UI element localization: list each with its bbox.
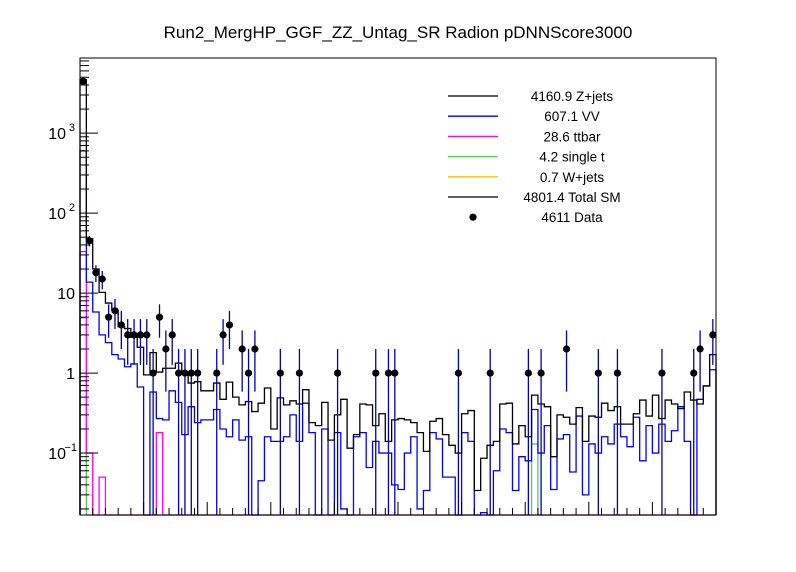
data-point [111, 307, 119, 315]
data-point [276, 369, 284, 377]
data-point [333, 369, 342, 377]
data-point [98, 275, 106, 283]
y-tick-exponent: −1 [64, 442, 77, 454]
plot-frame [79, 57, 717, 516]
data-point [105, 313, 113, 321]
data-point [454, 369, 463, 377]
legend-label: 0.7 W+jets [540, 170, 604, 185]
legend-label: 4801.4 Total SM [523, 190, 620, 205]
y-tick-exponent: 3 [69, 122, 75, 134]
data-point [149, 369, 157, 377]
y-tick-label: 10 [57, 286, 75, 303]
y-tick-label: 1 [66, 366, 75, 383]
data-point [486, 369, 494, 377]
data-point [187, 369, 195, 377]
data-point [391, 369, 399, 377]
data-points [79, 77, 717, 515]
data-point [524, 369, 532, 377]
data-point [143, 331, 151, 339]
data-point [174, 369, 183, 377]
legend-label: 28.6 ttbar [543, 129, 601, 144]
y-tick-exponent: 2 [69, 202, 75, 214]
legend-label: 607.1 VV [544, 109, 600, 124]
data-point [168, 331, 176, 339]
data-point [136, 331, 145, 339]
data-point [251, 345, 259, 353]
data-point [594, 369, 602, 377]
data-point [238, 345, 246, 353]
data-point [613, 369, 622, 377]
histograms [79, 79, 717, 516]
data-point [537, 369, 545, 377]
data-point [194, 369, 202, 377]
data-point [690, 369, 698, 377]
histogram-ttbar [79, 250, 716, 516]
legend-label: 4.2 single t [539, 150, 605, 165]
data-point [162, 345, 170, 353]
y-tick-label: 10 [48, 446, 66, 463]
data-point [181, 369, 189, 377]
data-point [117, 321, 125, 329]
histogram-total-sm [79, 79, 717, 515]
data-point [85, 237, 94, 245]
data-point [244, 369, 253, 377]
data-point [92, 269, 100, 277]
data-point [562, 345, 571, 353]
histogram-vv [79, 150, 717, 516]
y-tick-label: 10 [48, 126, 66, 143]
data-point [696, 345, 704, 353]
data-point [130, 331, 138, 339]
data-point [124, 331, 132, 339]
data-point [213, 369, 221, 377]
legend: 4160.9 Z+jets 607.1 VV 28.6 ttbar 4.2 singl… [448, 89, 621, 225]
data-point [79, 77, 87, 85]
data-point [295, 369, 304, 377]
legend-label: 4611 Data [541, 210, 603, 225]
data-point [372, 369, 380, 377]
data-point [155, 313, 164, 321]
legend-label: 4160.9 Z+jets [531, 89, 613, 104]
y-tick-label: 10 [48, 206, 66, 223]
data-point [658, 369, 666, 377]
data-point [225, 321, 234, 329]
chart-title: Run2_MergHP_GGF_ZZ_Untag_SR Radion pDNNS… [164, 23, 633, 42]
data-point [709, 331, 717, 339]
histogram-w-jets [79, 384, 716, 516]
data-point [219, 331, 227, 339]
legend-marker-data [469, 213, 477, 221]
data-point [384, 369, 393, 377]
